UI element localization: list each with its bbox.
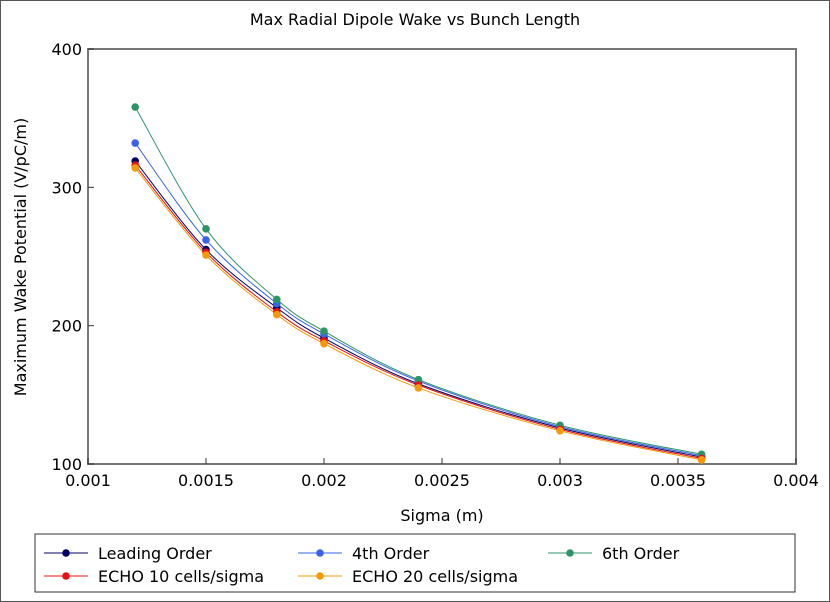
data-point-echo-20-cells-sigma bbox=[697, 456, 706, 464]
legend-label: ECHO 20 cells/sigma bbox=[352, 567, 518, 586]
x-tick-label: 0.0015 bbox=[178, 471, 234, 490]
y-tick-label: 400 bbox=[51, 40, 82, 59]
x-axis: 0.001 0.0015 0.002 0.0025 0.003 0.0035 0.004 bbox=[65, 458, 819, 490]
data-point-echo-20-cells-sigma bbox=[414, 384, 423, 392]
x-tick-label: 0.002 bbox=[301, 471, 347, 490]
data-point-echo-20-cells-sigma bbox=[556, 427, 564, 435]
data-point-echo-20-cells-sigma bbox=[273, 310, 281, 319]
legend: Leading Order 4th Order 6th Order ECHO 10 c… bbox=[34, 533, 796, 593]
legend-entry-echo-10-cells-sigma: ECHO 10 cells/sigma bbox=[44, 567, 264, 586]
y-axis-label: Maximum Wake Potential (V/pC/m) bbox=[11, 118, 30, 396]
data-point-4th-order bbox=[202, 236, 210, 244]
legend-marker bbox=[316, 549, 324, 557]
x-axis-label: Sigma (m) bbox=[400, 506, 483, 525]
series-points bbox=[131, 103, 706, 464]
data-point-echo-20-cells-sigma bbox=[202, 251, 210, 259]
series-lines bbox=[134, 106, 702, 461]
data-point-6th-order bbox=[320, 327, 328, 336]
x-tick-label: 0.0035 bbox=[650, 471, 706, 490]
series-line-6th-order bbox=[134, 106, 702, 455]
legend-entry-echo-20-cells-sigma: ECHO 20 cells/sigma bbox=[298, 567, 518, 586]
data-point-echo-20-cells-sigma bbox=[131, 164, 139, 172]
plot-area: 0.001 0.0015 0.002 0.0025 0.003 0.0035 0.004 1… bbox=[51, 40, 818, 490]
x-tick-label: 0.001 bbox=[65, 471, 111, 490]
data-point-6th-order bbox=[202, 225, 210, 233]
data-point-echo-20-cells-sigma bbox=[320, 339, 328, 348]
legend-label: Leading Order bbox=[98, 544, 212, 563]
x-tick-label: 0.003 bbox=[537, 471, 583, 490]
data-point-6th-order bbox=[273, 295, 281, 304]
plot-border bbox=[87, 48, 797, 465]
legend-marker bbox=[62, 572, 70, 580]
data-point-4th-order bbox=[131, 139, 139, 147]
legend-label: 6th Order bbox=[602, 544, 680, 563]
legend-entry-leading-order: Leading Order bbox=[44, 544, 212, 563]
series-line-echo-20-cells-sigma bbox=[134, 167, 702, 461]
data-point-6th-order bbox=[414, 375, 423, 384]
legend-label: 4th Order bbox=[352, 544, 430, 563]
x-tick-label: 0.0025 bbox=[414, 471, 470, 490]
legend-entry-4th-order: 4th Order bbox=[298, 544, 430, 563]
data-point-6th-order bbox=[131, 103, 139, 111]
series-line-echo-10-cells-sigma bbox=[134, 164, 702, 459]
legend-label: ECHO 10 cells/sigma bbox=[98, 567, 264, 586]
legend-entry-6th-order: 6th Order bbox=[548, 544, 680, 563]
chart-title: Max Radial Dipole Wake vs Bunch Length bbox=[250, 10, 580, 29]
x-tick-label: 0.004 bbox=[773, 471, 819, 490]
legend-marker bbox=[62, 549, 70, 557]
legend-marker bbox=[316, 572, 324, 580]
y-tick-label: 300 bbox=[51, 178, 82, 197]
series-line-leading-order bbox=[134, 160, 702, 458]
y-tick-label: 200 bbox=[51, 317, 82, 336]
y-tick-label: 100 bbox=[51, 455, 82, 474]
series-line-4th-order bbox=[134, 142, 702, 457]
y-axis: 100 200 300 400 bbox=[51, 40, 94, 474]
legend-marker bbox=[566, 549, 574, 557]
legend-box bbox=[34, 533, 796, 593]
